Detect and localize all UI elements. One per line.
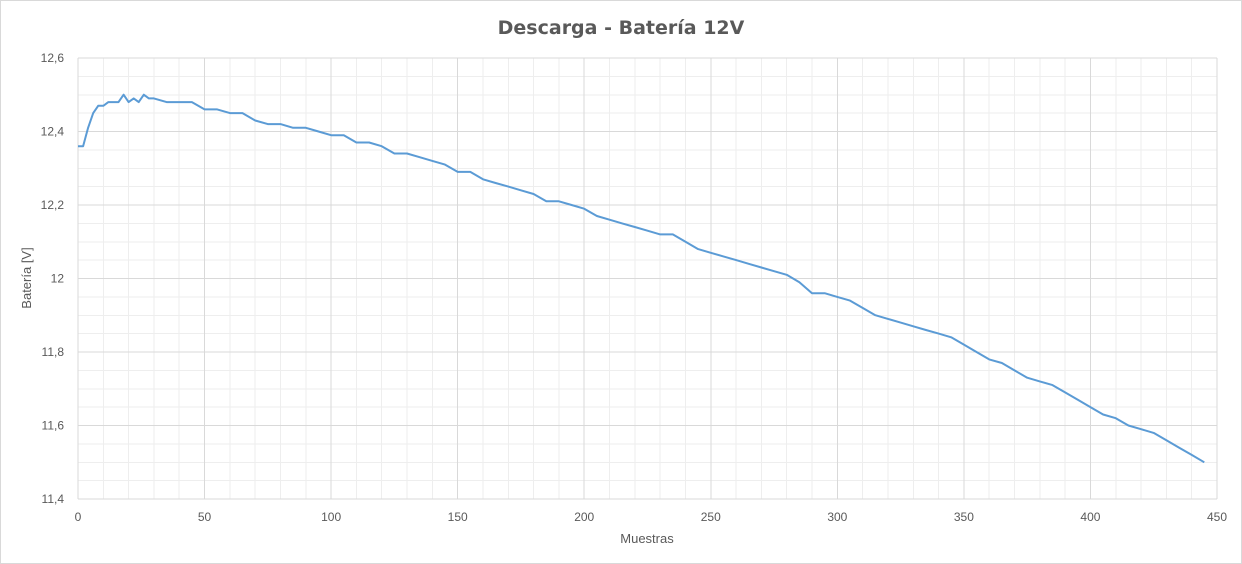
x-tick-label: 450 bbox=[1207, 510, 1227, 524]
y-tick-label: 11,6 bbox=[42, 419, 65, 433]
chart-title: Descarga - Batería 12V bbox=[498, 17, 745, 39]
y-tick-label: 11,8 bbox=[42, 345, 65, 359]
x-tick-label: 250 bbox=[701, 510, 721, 524]
x-tick-label: 200 bbox=[574, 510, 594, 524]
y-tick-label: 12,2 bbox=[41, 198, 65, 212]
x-tick-label: 100 bbox=[321, 510, 341, 524]
x-tick-label: 0 bbox=[75, 510, 82, 524]
y-tick-label: 12 bbox=[51, 272, 65, 286]
x-tick-label: 400 bbox=[1080, 510, 1100, 524]
x-axis-ticks: 0 50 100 150 200 250 300 350 400 450 bbox=[75, 510, 1228, 524]
major-gridlines bbox=[77, 57, 1218, 500]
y-tick-label: 11,4 bbox=[42, 492, 65, 506]
x-tick-label: 150 bbox=[448, 510, 468, 524]
y-axis-ticks: 11,4 11,6 11,8 12 12,2 12,4 12,6 bbox=[41, 51, 65, 506]
x-tick-label: 350 bbox=[954, 510, 974, 524]
series-line bbox=[78, 93, 1205, 464]
x-axis-label: Muestras bbox=[620, 531, 674, 546]
y-tick-label: 12,6 bbox=[41, 51, 65, 65]
y-tick-label: 12,4 bbox=[41, 125, 65, 139]
x-tick-label: 300 bbox=[827, 510, 847, 524]
x-tick-label: 50 bbox=[198, 510, 212, 524]
y-axis-label: Batería [V] bbox=[19, 247, 34, 308]
